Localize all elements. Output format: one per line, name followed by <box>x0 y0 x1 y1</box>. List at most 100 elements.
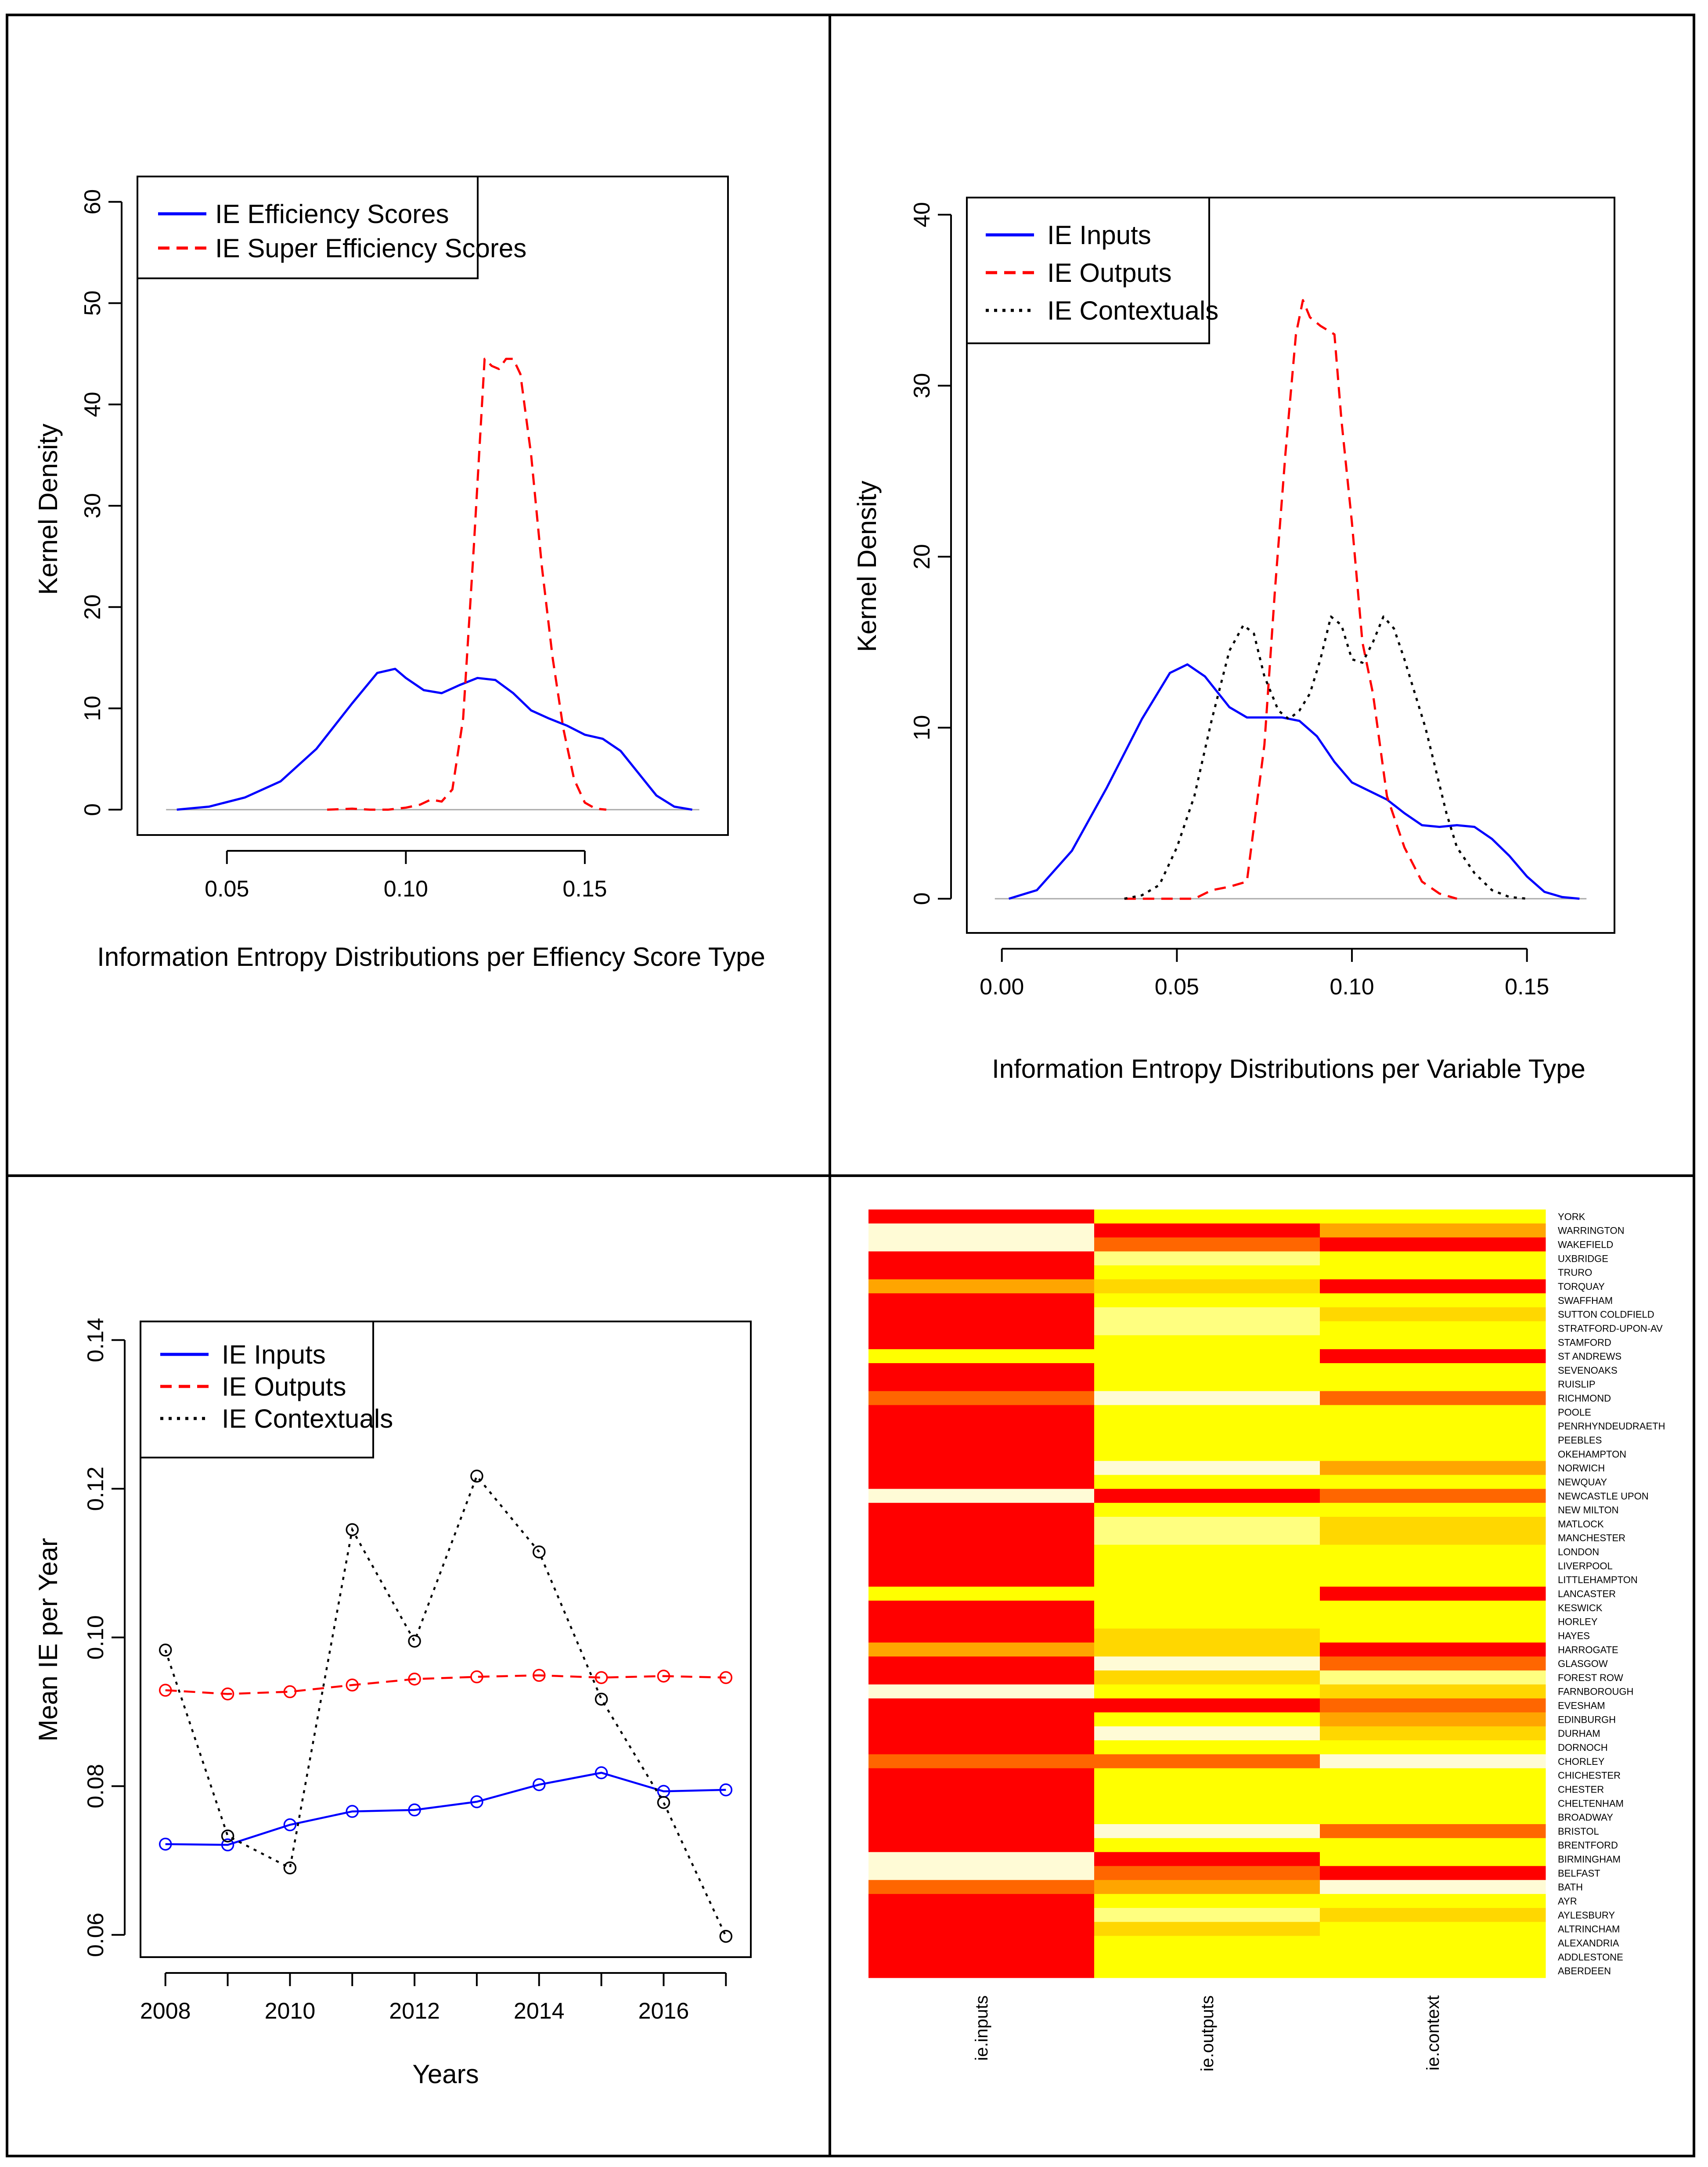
row-label-ayr: AYR <box>1558 1896 1577 1907</box>
heatmap-cell-brentford-ie-inputs <box>868 1838 1095 1853</box>
heatmap-cell-brentford-ie-context <box>1320 1838 1546 1853</box>
heatmap-cell-bath-ie-outputs <box>1094 1880 1320 1894</box>
heatmap-cell-ruislip-ie-outputs <box>1094 1377 1320 1392</box>
row-label-alexandria: ALEXANDRIA <box>1558 1938 1619 1949</box>
row-label-hayes: HAYES <box>1558 1631 1590 1641</box>
x-axis-label-efficiency: Information Entropy Distributions per Ef… <box>97 942 765 972</box>
legend-box-efficiency <box>137 176 479 279</box>
column-label-ie-outputs: ie.outputs <box>1198 1995 1217 2071</box>
point-ie-outputs-2017 <box>719 1671 733 1684</box>
heatmap-cell-norwich-ie-inputs <box>868 1461 1095 1476</box>
row-label-st-andrews: ST ANDREWS <box>1558 1351 1622 1362</box>
heatmap-cell-broadway-ie-outputs <box>1094 1810 1320 1825</box>
row-label-aberdeen: ABERDEEN <box>1558 1965 1611 1976</box>
x-tick-label-variable: 0.00 <box>980 974 1024 1000</box>
heatmap-cell-glasgow-ie-context <box>1320 1656 1546 1671</box>
point-ie-inputs-2017 <box>719 1783 733 1796</box>
row-label-manchester: MANCHESTER <box>1558 1533 1625 1544</box>
row-label-sutton-coldfield: SUTTON COLDFIELD <box>1558 1309 1654 1320</box>
heatmap-cell-aylesbury-ie-outputs <box>1094 1908 1320 1922</box>
row-label-altrincham: ALTRINCHAM <box>1558 1924 1620 1935</box>
heatmap-cell-farnborough-ie-context <box>1320 1684 1546 1699</box>
y-tick-label-years: 0.08 <box>83 1764 108 1808</box>
row-label-lancaster: LANCASTER <box>1558 1588 1616 1599</box>
heatmap-cell-farnborough-ie-inputs <box>868 1684 1095 1699</box>
heatmap-cell-penrhyndeudraeth-ie-inputs <box>868 1419 1095 1433</box>
figure-frame <box>6 14 1695 2157</box>
row-label-london: LONDON <box>1558 1547 1599 1558</box>
point-ie-contextuals-2011 <box>346 1523 359 1536</box>
point-ie-contextuals-2016 <box>657 1796 670 1809</box>
point-ie-outputs-2008 <box>159 1684 172 1697</box>
heatmap-cell-norwich-ie-outputs <box>1094 1461 1320 1476</box>
heatmap-cell-horley-ie-outputs <box>1094 1614 1320 1629</box>
row-label-newquay: NEWQUAY <box>1558 1477 1607 1488</box>
point-ie-outputs-2009 <box>221 1687 234 1701</box>
row-label-richmond: RICHMOND <box>1558 1393 1611 1404</box>
heatmap-cell-uxbridge-ie-outputs <box>1094 1251 1320 1266</box>
heatmap-cell-altrincham-ie-inputs <box>868 1922 1095 1937</box>
point-ie-outputs-2012 <box>408 1672 421 1686</box>
row-label-york: YORK <box>1558 1211 1585 1222</box>
heatmap-cell-manchester-ie-context <box>1320 1530 1546 1545</box>
legend-label-inputs-variable: IE Inputs <box>1047 220 1151 250</box>
heatmap-cell-liverpool-ie-context <box>1320 1559 1546 1573</box>
heatmap-cell-littlehampton-ie-outputs <box>1094 1573 1320 1587</box>
heatmap-cell-ayr-ie-inputs <box>868 1894 1095 1908</box>
heatmap-cell-torquay-ie-outputs <box>1094 1279 1320 1294</box>
y-tick-label-variable: 30 <box>909 373 935 399</box>
row-label-norwich: NORWICH <box>1558 1463 1605 1474</box>
y-tick-label-efficiency: 10 <box>80 696 105 721</box>
heatmap-cell-york-ie-outputs <box>1094 1209 1320 1224</box>
heatmap-cell-chichester-ie-context <box>1320 1768 1546 1783</box>
heatmap-cell-chichester-ie-outputs <box>1094 1768 1320 1783</box>
heatmap-cell-newcastle-upon-ie-outputs <box>1094 1489 1320 1503</box>
row-label-chester: CHESTER <box>1558 1784 1604 1795</box>
heatmap-cell-wakefield-ie-context <box>1320 1237 1546 1252</box>
row-label-harrogate: HARROGATE <box>1558 1644 1618 1655</box>
point-ie-contextuals-2008 <box>159 1643 172 1657</box>
y-axis-label-years: Mean IE per Year <box>33 1538 63 1742</box>
y-tick-label-years: 0.10 <box>83 1615 108 1659</box>
heatmap-cell-bristol-ie-context <box>1320 1824 1546 1839</box>
row-label-matlock: MATLOCK <box>1558 1519 1604 1530</box>
row-label-truro: TRURO <box>1558 1267 1592 1278</box>
legend-label-inputs-years: IE Inputs <box>222 1340 326 1369</box>
y-tick-label-variable: 0 <box>909 893 935 905</box>
heatmap-cell-evesham-ie-outputs <box>1094 1698 1320 1713</box>
y-axis-variable: 0 10 20 30 40 <box>909 202 952 905</box>
legend-box-years <box>140 1321 374 1458</box>
heatmap-cell-st-andrews-ie-context <box>1320 1349 1546 1364</box>
heatmap-cell-sutton-coldfield-ie-context <box>1320 1307 1546 1322</box>
point-ie-inputs-2009 <box>221 1838 234 1852</box>
heatmap-cell-ayr-ie-outputs <box>1094 1894 1320 1908</box>
heatmap-cell-alexandria-ie-outputs <box>1094 1936 1320 1950</box>
heatmap-cell-warrington-ie-context <box>1320 1223 1546 1238</box>
heatmap-cell-aberdeen-ie-inputs <box>868 1964 1095 1978</box>
y-tick-label-efficiency: 50 <box>80 291 105 316</box>
heatmap-cell-chorley-ie-outputs <box>1094 1754 1320 1769</box>
heatmap-cell-peebles-ie-outputs <box>1094 1433 1320 1447</box>
plot-box-years <box>140 1321 752 1958</box>
x-tick-label-variable: 0.10 <box>1330 974 1374 1000</box>
row-label-uxbridge: UXBRIDGE <box>1558 1253 1608 1264</box>
heatmap-cell-swaffham-ie-outputs <box>1094 1293 1320 1308</box>
heatmap-column-labels: ie.inputs ie.outputs ie.context <box>972 1995 1443 2071</box>
row-label-cheltenham: CHELTENHAM <box>1558 1798 1624 1809</box>
x-tick-label-years: 2014 <box>514 1998 565 2024</box>
y-axis-label-variable: Kernel Density <box>852 481 882 652</box>
heatmap-cell-uxbridge-ie-context <box>1320 1251 1546 1266</box>
row-label-farnborough: FARNBOROUGH <box>1558 1686 1633 1697</box>
heatmap-cell-addlestone-ie-outputs <box>1094 1950 1320 1964</box>
row-label-evesham: EVESHAM <box>1558 1700 1605 1711</box>
heatmap-cell-sevenoaks-ie-context <box>1320 1363 1546 1378</box>
heatmap-row-labels: YORK WARRINGTON WAKEFIELD UXBRIDGE TRURO TORQ… <box>1558 1211 1665 1976</box>
row-label-littlehampton: LITTLEHAMPTON <box>1558 1574 1638 1585</box>
legend-label-outputs-variable: IE Outputs <box>1047 258 1171 288</box>
heatmap-cell-keswick-ie-outputs <box>1094 1600 1320 1615</box>
point-ie-inputs-2013 <box>470 1795 483 1808</box>
heatmap-cell-ruislip-ie-inputs <box>868 1377 1095 1392</box>
row-label-bath: BATH <box>1558 1882 1583 1893</box>
heatmap-cell-evesham-ie-inputs <box>868 1698 1095 1713</box>
heatmap-cell-harrogate-ie-context <box>1320 1642 1546 1657</box>
